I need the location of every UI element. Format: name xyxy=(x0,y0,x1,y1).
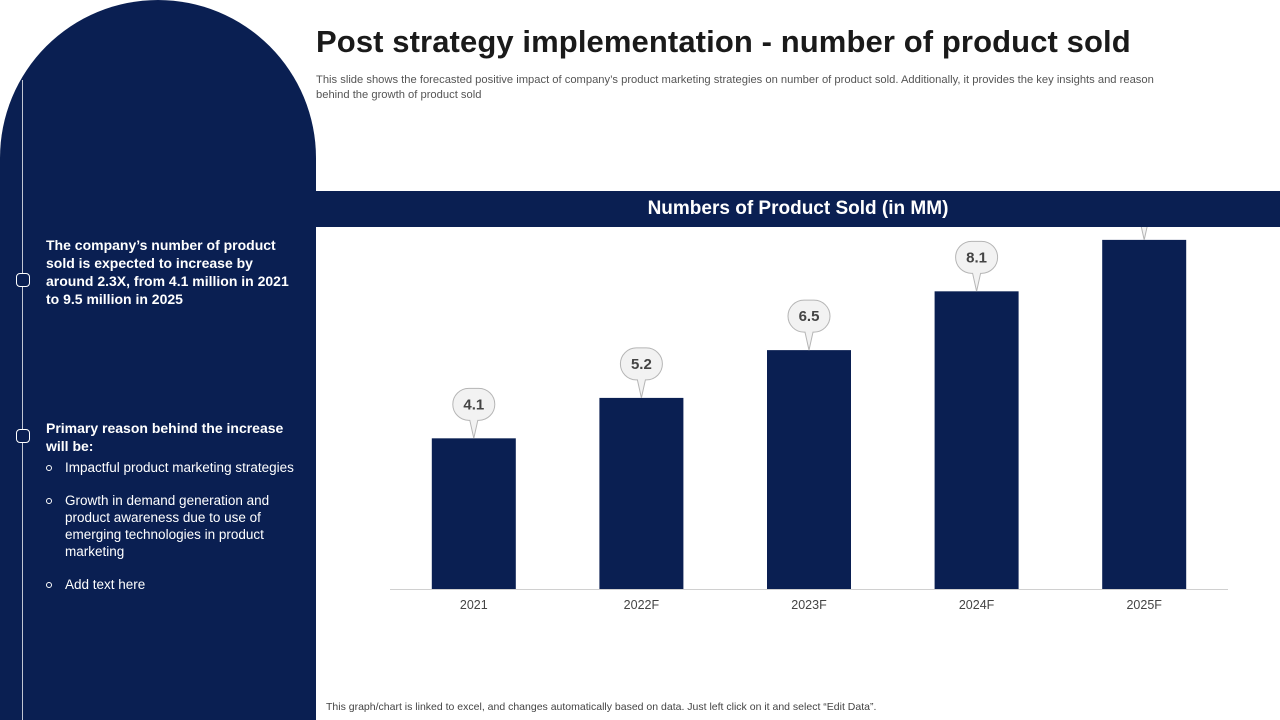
x-tick-label: 2022F xyxy=(624,598,660,612)
bar[interactable] xyxy=(1102,239,1187,589)
x-tick-label: 2021 xyxy=(460,598,488,612)
page-subtitle: This slide shows the forecasted positive… xyxy=(316,74,1154,101)
x-tick-label: 2025F xyxy=(1126,598,1162,612)
data-label-callout xyxy=(955,240,999,292)
data-label: 6.5 xyxy=(799,308,820,325)
page-title: Post strategy implementation - number of… xyxy=(316,24,1131,59)
timeline-marker-reasons xyxy=(16,429,30,443)
data-label-callout xyxy=(452,387,496,439)
data-label: 5.2 xyxy=(631,356,652,373)
reason-title: Primary reason behind the increase will … xyxy=(46,420,284,454)
data-label-callout xyxy=(787,299,831,351)
reason-item-text: Growth in demand generation and product … xyxy=(65,493,270,559)
reason-item: Add text here xyxy=(46,576,308,593)
bar[interactable] xyxy=(599,397,684,589)
bar[interactable] xyxy=(934,291,1019,589)
bar[interactable] xyxy=(431,438,516,589)
reason-item: Growth in demand generation and product … xyxy=(46,492,308,560)
data-label-callout xyxy=(1140,227,1148,240)
bullet-circle-icon xyxy=(46,498,52,504)
footnote: This graph/chart is linked to excel, and… xyxy=(326,701,877,713)
bar[interactable] xyxy=(767,350,851,589)
reason-list: Impactful product marketing strategies G… xyxy=(46,459,308,609)
data-label-callout xyxy=(619,347,663,399)
timeline-marker-insight xyxy=(16,273,30,287)
timeline-line xyxy=(22,80,23,720)
reason-item-text: Impactful product marketing strategies xyxy=(65,460,294,475)
reason-item-text: Add text here xyxy=(65,577,146,592)
side-panel xyxy=(0,0,316,720)
data-label: 8.1 xyxy=(966,249,987,266)
data-label: 4.1 xyxy=(463,396,484,413)
x-tick-label: 2023F xyxy=(791,598,827,612)
reason-item: Impactful product marketing strategies xyxy=(46,459,308,476)
bullet-circle-icon xyxy=(46,582,52,588)
x-tick-label: 2024F xyxy=(959,598,995,612)
chart-title: Numbers of Product Sold (in MM) xyxy=(316,191,1280,227)
bullet-circle-icon xyxy=(46,465,52,471)
insight-text: The company’s number of product sold is … xyxy=(46,237,289,307)
